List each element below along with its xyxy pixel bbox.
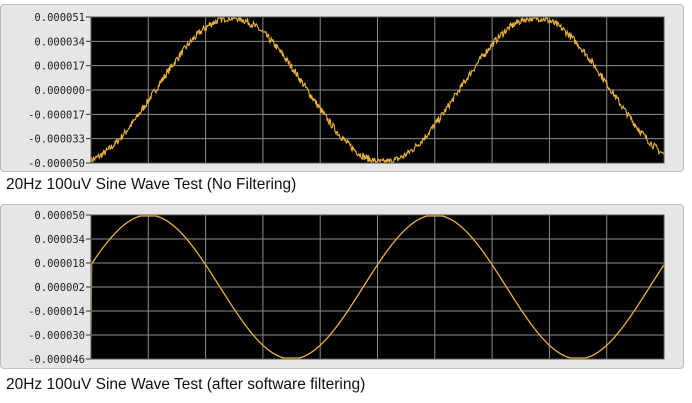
y-tick-label: 0.000017 xyxy=(34,61,85,73)
y-tick-label: 0.000000 xyxy=(34,85,85,97)
y-tick-label: 0.000034 xyxy=(34,36,85,48)
plot-border xyxy=(90,214,665,360)
chart-caption-2: 20Hz 100uV Sine Wave Test (after softwar… xyxy=(6,376,366,393)
y-tick-label: 0.000002 xyxy=(34,282,85,294)
y-tick-label: -0.000017 xyxy=(28,109,85,121)
y-tick-label: 0.000050 xyxy=(34,210,85,222)
y-tick-label: 0.000018 xyxy=(34,258,85,270)
y-tick-label: -0.000030 xyxy=(28,330,85,342)
series-line xyxy=(90,16,665,165)
series-line xyxy=(90,215,665,359)
y-tick-label: -0.000014 xyxy=(28,306,85,318)
chart-panel-2: 0.000050 0.000034 0.000018 0.000002 -0.00001… xyxy=(0,200,692,403)
sine-chart-filtered: 0.000050 0.000034 0.000018 0.000002 -0.00001… xyxy=(28,210,665,366)
chart-panel-1: 0.000051 0.000034 0.000017 0.000000 -0.00001… xyxy=(0,0,692,200)
y-tick-label: -0.000033 xyxy=(28,134,85,146)
plot-border xyxy=(90,16,665,164)
sine-chart-unfiltered: 0.000051 0.000034 0.000017 0.000000 -0.00001… xyxy=(28,12,665,170)
y-tick-label: -0.000046 xyxy=(28,354,85,366)
chart-frame-2: 0.000050 0.000034 0.000018 0.000002 -0.00001… xyxy=(0,204,684,369)
chart-frame-1: 0.000051 0.000034 0.000017 0.000000 -0.00001… xyxy=(0,4,684,172)
y-tick-label: 0.000034 xyxy=(34,234,85,246)
chart-caption-1: 20Hz 100uV Sine Wave Test (No Filtering) xyxy=(6,176,297,193)
y-tick-label: 0.000051 xyxy=(34,12,85,24)
y-tick-label: -0.000050 xyxy=(28,158,85,170)
